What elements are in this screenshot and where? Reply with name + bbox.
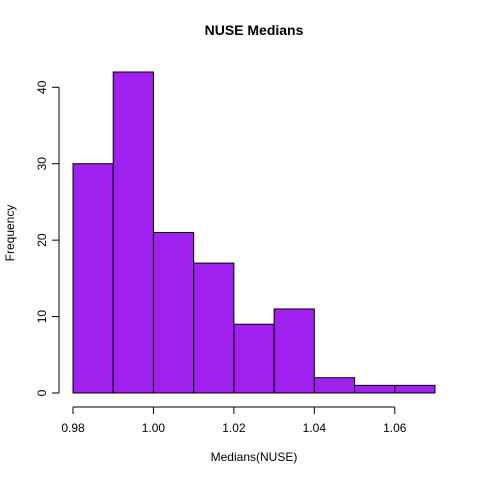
x-tick-label: 1.04 bbox=[303, 421, 327, 435]
histogram-bar bbox=[152, 232, 195, 394]
x-tick-label: 1.00 bbox=[142, 421, 166, 435]
chart-title: NUSE Medians bbox=[205, 22, 304, 38]
histogram-bar bbox=[193, 262, 235, 394]
histogram-bar bbox=[112, 71, 154, 394]
x-axis: 0.98 1.00 1.02 1.04 1.06 bbox=[61, 406, 407, 435]
histogram-bar bbox=[313, 377, 356, 394]
y-tick-label: 20 bbox=[35, 233, 49, 247]
histogram-bar bbox=[273, 308, 315, 394]
x-tick-label: 1.06 bbox=[383, 421, 407, 435]
x-tick-label: 0.98 bbox=[61, 421, 85, 435]
histogram-bar bbox=[394, 384, 436, 394]
y-axis-label: Frequency bbox=[3, 205, 17, 262]
bars-group bbox=[72, 71, 436, 394]
x-axis-label: Medians(NUSE) bbox=[211, 450, 298, 464]
histogram-bar bbox=[233, 323, 275, 394]
y-tick-label: 10 bbox=[35, 310, 49, 324]
y-tick-label: 0 bbox=[35, 389, 49, 396]
y-axis: 0 10 20 30 40 bbox=[35, 80, 60, 396]
histogram-bar bbox=[354, 384, 396, 394]
y-tick-label: 30 bbox=[35, 157, 49, 171]
histogram-bar bbox=[72, 163, 114, 394]
y-tick-label: 40 bbox=[35, 80, 49, 94]
x-tick-label: 1.02 bbox=[222, 421, 246, 435]
